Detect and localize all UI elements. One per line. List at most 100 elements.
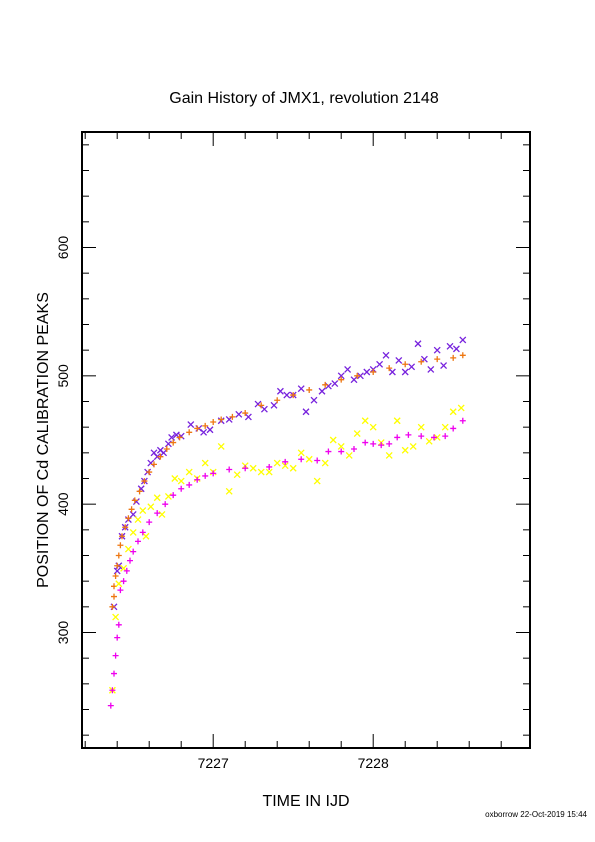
data-point <box>353 430 361 438</box>
data-point <box>119 533 125 540</box>
data-point <box>337 372 345 380</box>
data-point <box>111 593 117 600</box>
data-point <box>354 372 361 379</box>
data-point <box>361 417 369 425</box>
data-point <box>168 433 176 441</box>
data-point <box>369 423 377 431</box>
data-marks-layer <box>107 336 467 709</box>
data-point <box>164 493 172 500</box>
data-point <box>134 516 142 524</box>
data-point <box>109 603 116 610</box>
data-point <box>459 352 466 359</box>
data-point <box>322 381 329 388</box>
y-tick-label: 400 <box>55 492 71 516</box>
data-point <box>394 434 401 441</box>
data-point <box>112 613 120 621</box>
data-point <box>225 487 233 495</box>
data-point <box>440 362 448 370</box>
axes-layer: 7227 7228 300 400 500 600 <box>55 132 530 771</box>
data-point <box>409 442 417 450</box>
data-point <box>233 471 241 479</box>
data-point <box>163 445 170 452</box>
y-tick-label: 300 <box>55 621 71 645</box>
data-point <box>131 497 138 504</box>
data-point <box>351 445 357 452</box>
data-point <box>130 548 137 555</box>
data-point <box>206 426 214 434</box>
data-point <box>153 453 161 461</box>
data-point <box>176 434 183 441</box>
data-point <box>338 376 345 383</box>
data-point <box>178 485 185 492</box>
data-point <box>329 436 337 444</box>
data-point <box>242 410 249 417</box>
data-point <box>158 510 166 518</box>
data-point <box>114 634 121 641</box>
data-point <box>135 538 141 545</box>
data-point <box>157 453 164 460</box>
data-point <box>433 433 441 441</box>
data-point <box>242 465 249 472</box>
data-point <box>338 448 345 455</box>
data-point <box>282 458 289 465</box>
data-point <box>395 356 403 364</box>
data-point <box>147 459 155 467</box>
data-point <box>452 345 460 353</box>
data-point <box>217 442 225 450</box>
data-point <box>141 478 148 485</box>
data-point <box>450 354 457 361</box>
data-point <box>127 557 133 564</box>
data-point <box>418 358 425 365</box>
data-point <box>321 459 329 467</box>
data-point <box>154 510 161 517</box>
data-point <box>120 578 127 585</box>
data-point <box>385 451 393 459</box>
data-point <box>266 463 273 470</box>
data-point <box>171 475 179 482</box>
data-point <box>297 449 305 457</box>
data-point <box>405 431 412 438</box>
data-point <box>109 687 116 694</box>
data-point <box>356 372 364 380</box>
data-point <box>386 365 393 372</box>
data-point <box>350 376 358 384</box>
data-point <box>459 336 467 344</box>
data-point <box>244 413 252 421</box>
data-point <box>146 519 153 526</box>
data-point <box>325 448 332 455</box>
data-point <box>283 391 291 399</box>
data-point <box>142 532 150 540</box>
series-3 <box>108 404 465 694</box>
data-point <box>177 477 185 485</box>
data-point <box>122 524 129 531</box>
data-point <box>425 437 433 445</box>
data-point <box>185 468 193 476</box>
data-point <box>202 472 209 479</box>
data-point <box>107 702 114 709</box>
x-axis-label: TIME IN IJD <box>262 793 349 810</box>
data-point <box>139 529 146 536</box>
data-point <box>362 439 369 446</box>
data-point <box>459 417 466 424</box>
data-point <box>337 442 345 450</box>
y-axis-label: POSITION OF Cd CALIBRATION PEAKS <box>35 292 52 588</box>
data-point <box>441 423 449 431</box>
data-point <box>433 346 441 354</box>
data-point <box>265 468 273 476</box>
x-tick-label: 7228 <box>358 755 389 771</box>
data-point <box>417 423 425 431</box>
data-point <box>162 501 169 508</box>
data-point <box>218 416 225 423</box>
data-point <box>306 386 313 393</box>
data-point <box>376 360 384 368</box>
data-point <box>318 387 326 395</box>
data-point <box>186 481 193 488</box>
data-point <box>114 562 121 569</box>
data-point <box>226 466 233 473</box>
data-point <box>164 440 172 448</box>
data-point <box>450 425 457 432</box>
data-point <box>115 552 122 559</box>
data-point <box>117 542 124 549</box>
